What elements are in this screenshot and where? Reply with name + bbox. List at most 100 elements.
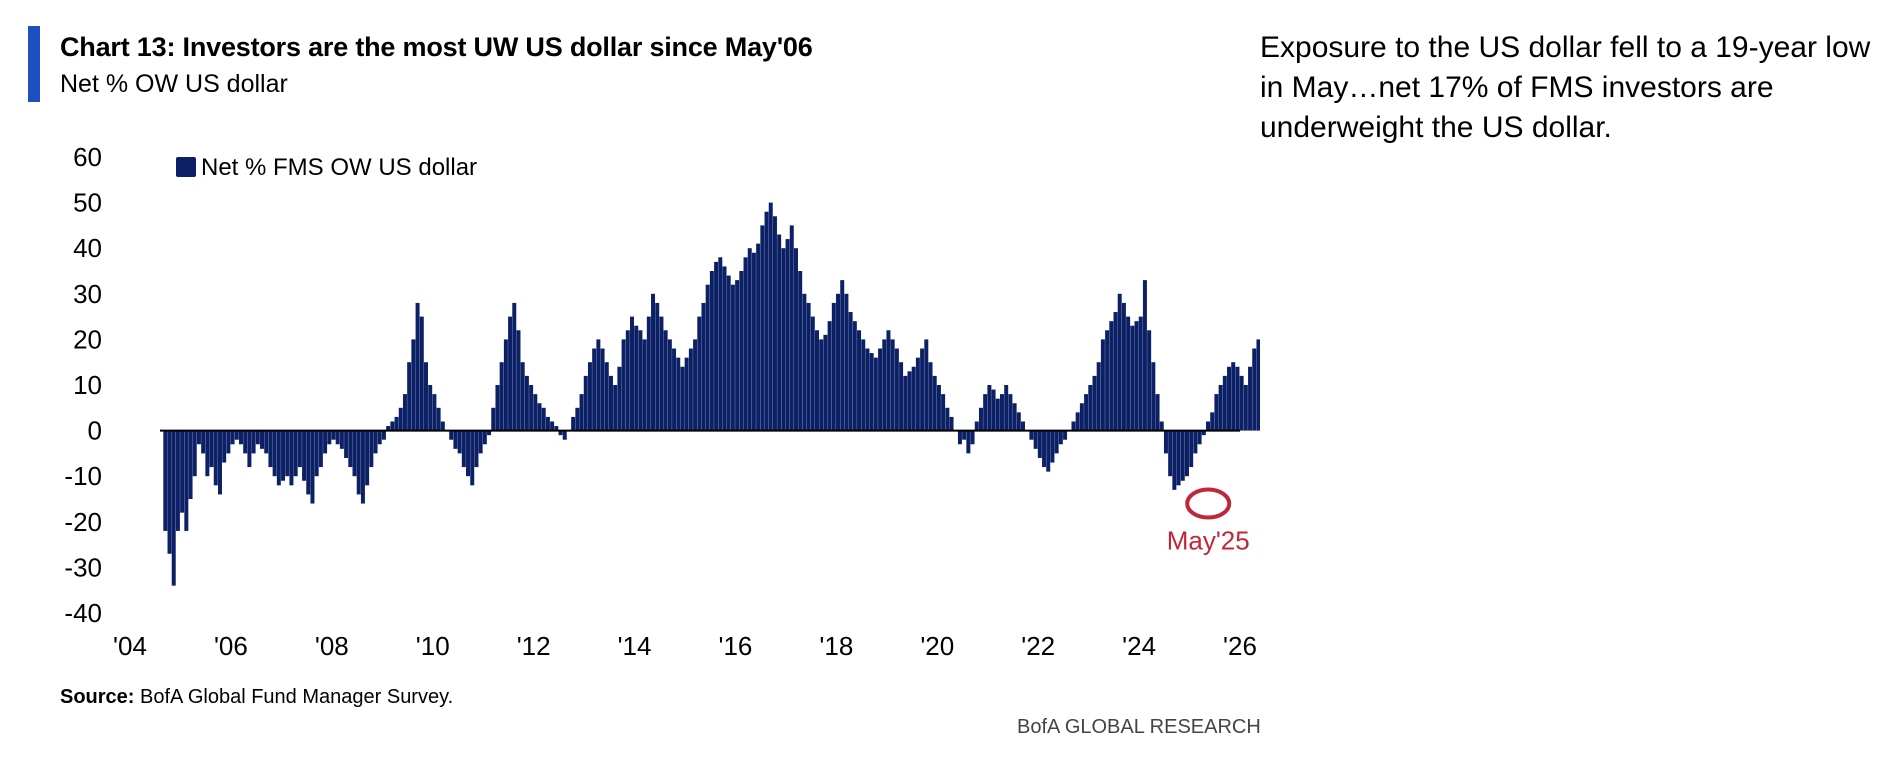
commentary-text: Exposure to the US dollar fell to a 19-y… [1260,31,1871,144]
bar [297,430,302,468]
bar [1037,430,1042,458]
bar [798,271,803,431]
bar [642,339,647,431]
y-tick-label: -30 [64,552,102,582]
bar [1168,430,1173,477]
bar [1050,430,1055,463]
bar [806,302,811,431]
bar [196,430,201,445]
bar [726,275,731,431]
bar [503,339,508,431]
bar [1159,421,1164,431]
bar [205,430,210,477]
bar [390,421,395,431]
bar [318,430,323,468]
bar [764,211,769,431]
title-accent-bar [28,26,40,102]
bar [1231,362,1236,431]
bar [226,430,231,454]
x-tick-label: '12 [517,631,551,661]
bar [823,334,828,431]
bar [987,385,992,431]
bar [676,357,681,431]
bar [844,293,849,431]
bar [419,316,424,431]
bar [251,430,256,454]
bar [327,430,332,445]
x-tick-label: '10 [416,631,450,661]
bar [428,385,433,431]
bar [449,430,454,440]
x-tick-label: '04 [113,631,147,661]
bar [957,430,962,445]
bar [1004,385,1009,431]
bar [592,348,597,431]
bar [1163,430,1168,454]
bar [470,430,475,486]
bar [213,430,218,486]
bar [1117,293,1122,431]
bar [1243,385,1248,431]
bar [810,316,815,431]
legend: Net % FMS OW US dollar [176,154,477,181]
x-tick-label: '16 [719,631,753,661]
bar [1218,385,1223,431]
bar [911,366,916,431]
bar [575,407,580,431]
bar [785,239,790,431]
bar [281,430,286,481]
bar [175,430,180,531]
bar [663,330,668,431]
bar [184,430,189,531]
bar [344,430,349,458]
x-axis-ticks: '04 '06 '08 '10 '12 '14 '16 '18 '20 '22 '24 '26 [113,631,1257,661]
bar [1197,430,1202,445]
bar [1134,321,1139,431]
bar [899,362,904,431]
bar [672,348,677,431]
legend-swatch [176,157,196,177]
bar [974,421,979,431]
bar [966,430,971,454]
bar [171,430,176,586]
bar [306,430,311,495]
bar [260,430,265,449]
bar [878,348,883,431]
bar [331,430,336,440]
bar [701,302,706,431]
bar [499,362,504,431]
bar [402,394,407,431]
bar [310,430,315,504]
bar [836,293,841,431]
bar [520,362,525,431]
bar [1138,316,1143,431]
y-tick-label: 40 [73,233,102,263]
bar [894,348,899,431]
bar [1147,330,1152,431]
annotation: May'25 [1167,487,1250,556]
bar [621,339,626,431]
bar [1176,430,1181,486]
bar [432,394,437,431]
bar [646,316,651,431]
bar [512,302,517,431]
bar [222,430,227,463]
bar [608,375,613,431]
bar [751,252,756,431]
bar [558,430,563,436]
bar [516,330,521,431]
bar [634,325,639,431]
bar [970,430,975,445]
bar [827,321,832,431]
bar [705,284,710,431]
source-note: Source: BofA Global Fund Manager Survey. [60,686,453,709]
bar [180,430,185,513]
bar [529,385,534,431]
bar [1189,430,1194,468]
annotation-circle [1185,487,1232,520]
bar [1201,430,1206,436]
bar [667,339,672,431]
bar [524,375,529,431]
bar [461,430,466,468]
bar [440,421,445,431]
